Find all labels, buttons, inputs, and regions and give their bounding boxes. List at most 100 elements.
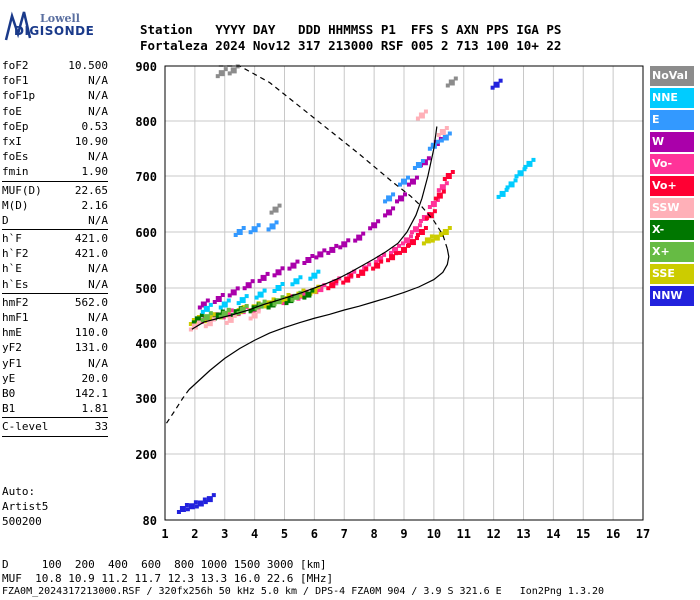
x-tick-label: 4 — [251, 527, 258, 541]
data-point — [389, 254, 396, 261]
data-point — [193, 500, 198, 505]
data-point — [341, 241, 348, 248]
data-point — [352, 269, 357, 274]
data-point — [423, 226, 428, 230]
data-point — [301, 288, 306, 293]
param-name: C-level — [2, 420, 49, 434]
data-point — [290, 262, 297, 269]
param-name: foE — [2, 104, 22, 118]
param-row: h`E N/A — [2, 261, 108, 276]
data-point — [197, 305, 202, 310]
data-point — [398, 182, 402, 187]
param-value: 131.0 — [74, 341, 108, 355]
data-point — [211, 312, 216, 317]
data-point — [322, 283, 327, 288]
y-tick-label: 300 — [135, 392, 157, 406]
data-point — [377, 255, 384, 262]
data-point — [417, 223, 422, 228]
param-group-muf: MUF(D) 22.65 M(D) 2.16 D N/A — [2, 183, 108, 229]
autoscaling-info: Auto: Artist5 500200 — [2, 484, 48, 529]
data-point — [395, 199, 400, 204]
data-point — [290, 297, 295, 302]
logo-digisonde: DIGISONDE — [14, 24, 95, 38]
data-point — [394, 251, 399, 256]
data-point — [334, 279, 339, 284]
param-name: fmin — [2, 165, 29, 179]
data-point — [374, 262, 381, 269]
divider — [2, 435, 108, 437]
data-point — [205, 298, 210, 303]
data-point — [262, 288, 267, 293]
param-name: MUF(D) — [2, 183, 42, 197]
data-point — [218, 305, 223, 310]
data-point — [256, 223, 261, 228]
data-point — [531, 157, 536, 162]
param-value: N/A — [88, 89, 108, 103]
param-row: B1 1.81 — [2, 401, 108, 416]
data-point — [329, 282, 336, 289]
data-point — [200, 301, 207, 308]
data-point — [426, 156, 431, 161]
data-point — [208, 311, 213, 316]
data-point — [427, 146, 432, 151]
data-point — [418, 112, 425, 119]
param-row: yF2 131.0 — [2, 340, 108, 355]
data-point — [215, 296, 222, 302]
data-point — [269, 223, 276, 230]
virtual-height-trace — [191, 126, 438, 330]
data-point — [317, 251, 324, 258]
data-point — [203, 314, 210, 321]
data-point — [508, 181, 515, 188]
legend-item: X- — [650, 220, 694, 240]
data-point — [505, 185, 510, 190]
param-row: D N/A — [2, 213, 108, 228]
data-point — [435, 139, 440, 144]
param-row: hmE 110.0 — [2, 325, 108, 340]
legend-item: X+ — [650, 242, 694, 262]
x-tick-label: 5 — [281, 527, 288, 541]
data-point — [401, 246, 407, 253]
param-value: 421.0 — [74, 247, 108, 261]
data-point — [236, 229, 243, 235]
data-point — [316, 269, 321, 274]
param-name: foEp — [2, 119, 29, 133]
x-tick-label: 1 — [161, 527, 168, 541]
data-point — [311, 272, 318, 279]
x-tick-label: 7 — [341, 527, 348, 541]
divider — [2, 292, 108, 294]
param-row: h`Es N/A — [2, 277, 108, 292]
data-point — [221, 310, 228, 317]
data-point — [284, 301, 289, 306]
data-point — [265, 271, 270, 276]
param-value: 110.0 — [74, 326, 108, 340]
muf-row: MUF 10.8 10.9 11.2 11.7 12.3 13.3 16.0 2… — [2, 572, 334, 585]
param-name: hmF2 — [2, 295, 29, 309]
data-point — [447, 131, 452, 136]
data-point — [420, 159, 425, 163]
data-point — [436, 133, 441, 137]
legend-item: NNE — [650, 88, 694, 108]
logo-mark-icon — [4, 11, 32, 41]
param-group-virtual-heights: h`F 421.0 h`F2 421.0 h`E N/A h`Es N/A — [2, 231, 108, 292]
data-point — [341, 280, 346, 285]
param-row: foF1p N/A — [2, 88, 108, 103]
x-tick-label: 9 — [400, 527, 407, 541]
data-point — [206, 320, 213, 327]
data-point — [522, 167, 527, 172]
data-point — [191, 320, 196, 325]
logo-lowell: Lowell — [40, 12, 80, 25]
data-point — [241, 226, 246, 230]
param-value: 142.1 — [74, 386, 108, 400]
data-point — [257, 291, 264, 298]
data-point — [277, 203, 282, 208]
data-point — [188, 503, 195, 510]
param-name: foF1 — [2, 74, 29, 88]
x-tick-label: 13 — [516, 527, 530, 541]
data-point — [256, 309, 261, 314]
parameter-table: foF2 10.500 foF1 N/A foF1p N/A foE N/A foEp 0.53 f… — [2, 58, 108, 438]
data-point — [227, 316, 234, 323]
param-name: h`F2 — [2, 247, 29, 261]
data-point — [442, 229, 449, 235]
data-point — [392, 246, 399, 253]
y-tick-label: 800 — [135, 115, 157, 129]
